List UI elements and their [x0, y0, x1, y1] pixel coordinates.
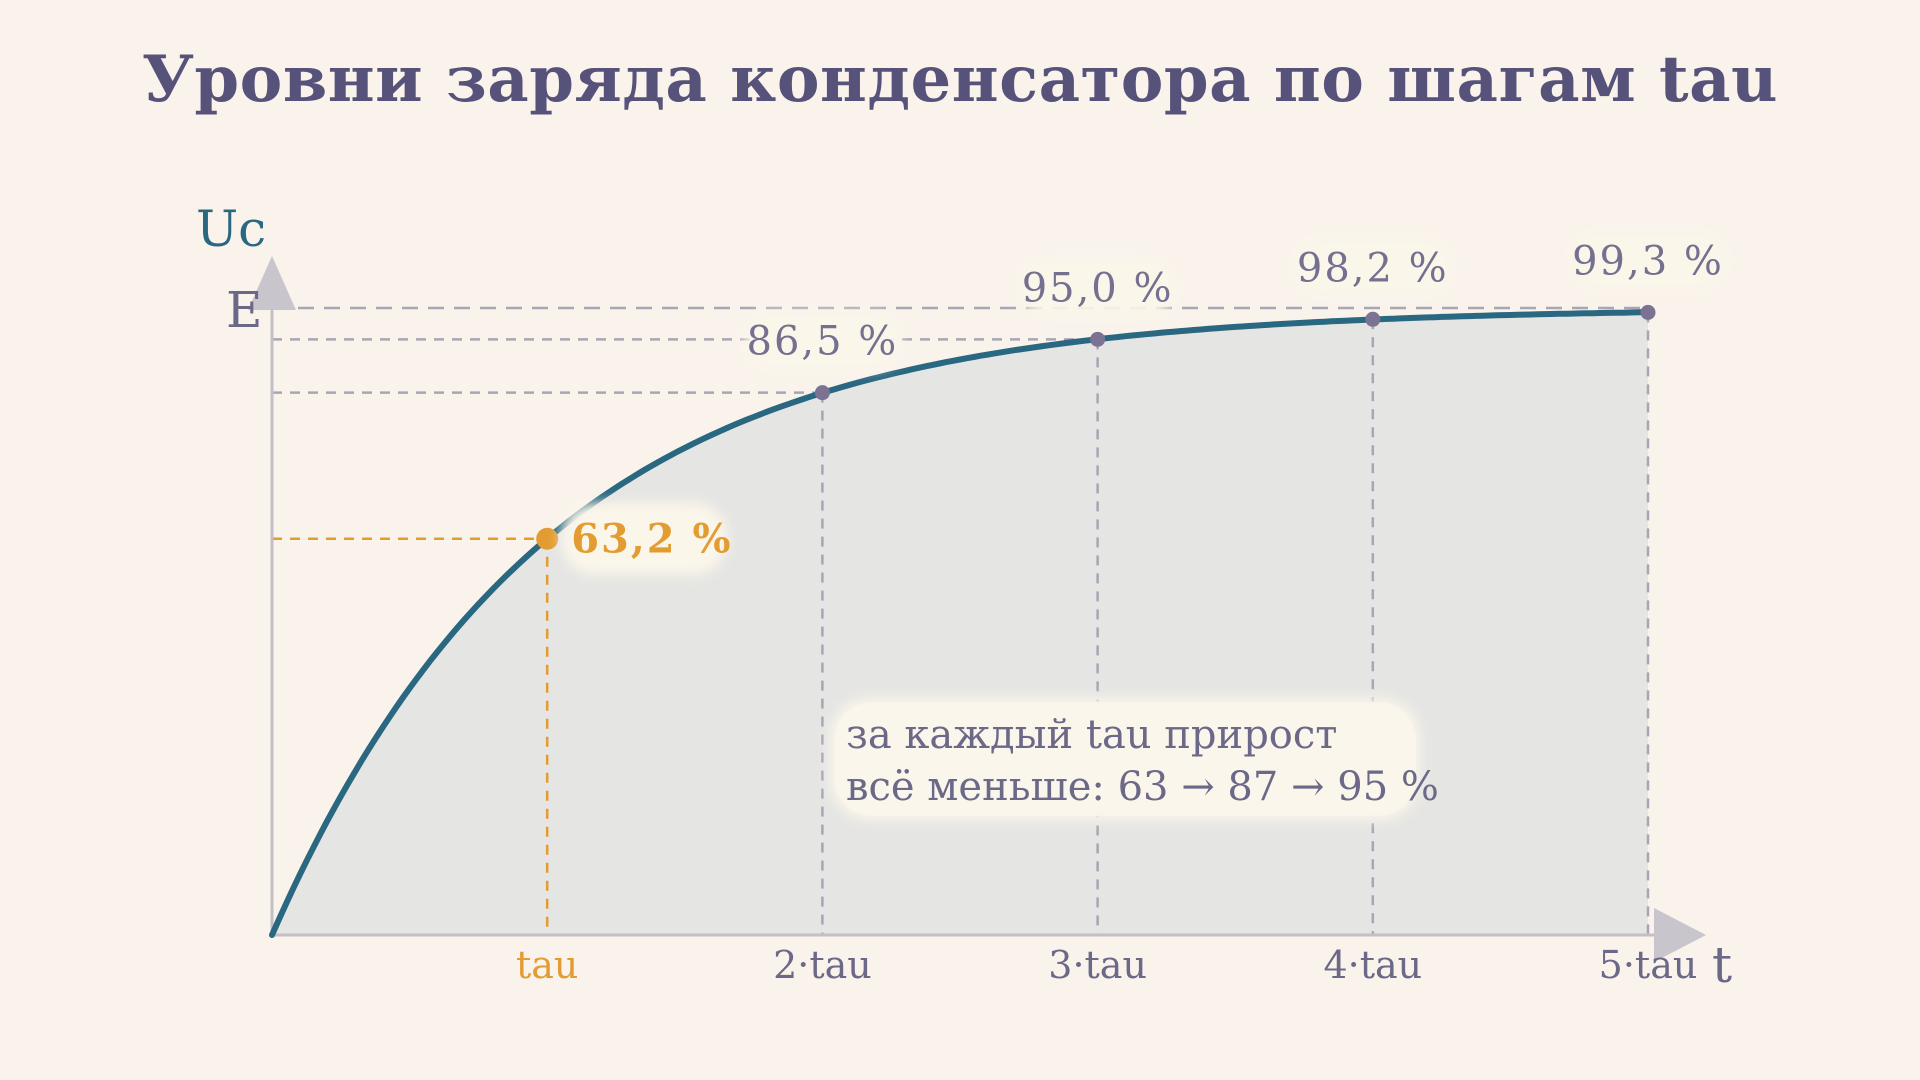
x-tick-label: tau: [516, 943, 578, 987]
x-axis-label: t: [1712, 936, 1732, 994]
x-tick-label: 3·tau: [1048, 943, 1147, 987]
value-label: 86,5 %: [747, 319, 899, 365]
annotation-box-body: [834, 702, 1416, 816]
charge-curve: [269, 309, 1651, 938]
chart-title: Уровни заряда конденсатора по шагам tau: [141, 42, 1779, 117]
value-label-halo: [1294, 239, 1451, 296]
value-label: 95,0 %: [1022, 265, 1174, 311]
y-max-label: E: [226, 281, 263, 339]
y-axis-arrow: [248, 256, 296, 310]
value-label: 63,2 %: [571, 516, 732, 563]
data-point: [1090, 331, 1106, 347]
annotation-line: за каждый tau прирост: [846, 712, 1337, 758]
x-tick-label: 4·tau: [1323, 943, 1422, 987]
value-label: 98,2 %: [1297, 245, 1449, 291]
data-point: [1640, 304, 1656, 320]
data-point: [536, 527, 559, 550]
value-label: 99,3 %: [1572, 238, 1724, 284]
x-tick-label: 5·tau: [1599, 943, 1698, 987]
annotation-line: всё меньше: 63 → 87 → 95 %: [846, 764, 1439, 810]
x-tick-label: 2·tau: [773, 943, 872, 987]
x-axis-arrow: [1654, 908, 1706, 962]
value-label-halo: [561, 502, 728, 575]
value-label-halo: [1570, 232, 1726, 289]
y-axis-label: Uc: [196, 200, 266, 258]
value-label-halo: [1019, 259, 1176, 316]
data-point: [1365, 311, 1381, 327]
area-fill: [272, 312, 1648, 935]
value-label-halo: [744, 312, 901, 369]
data-point: [814, 385, 830, 401]
